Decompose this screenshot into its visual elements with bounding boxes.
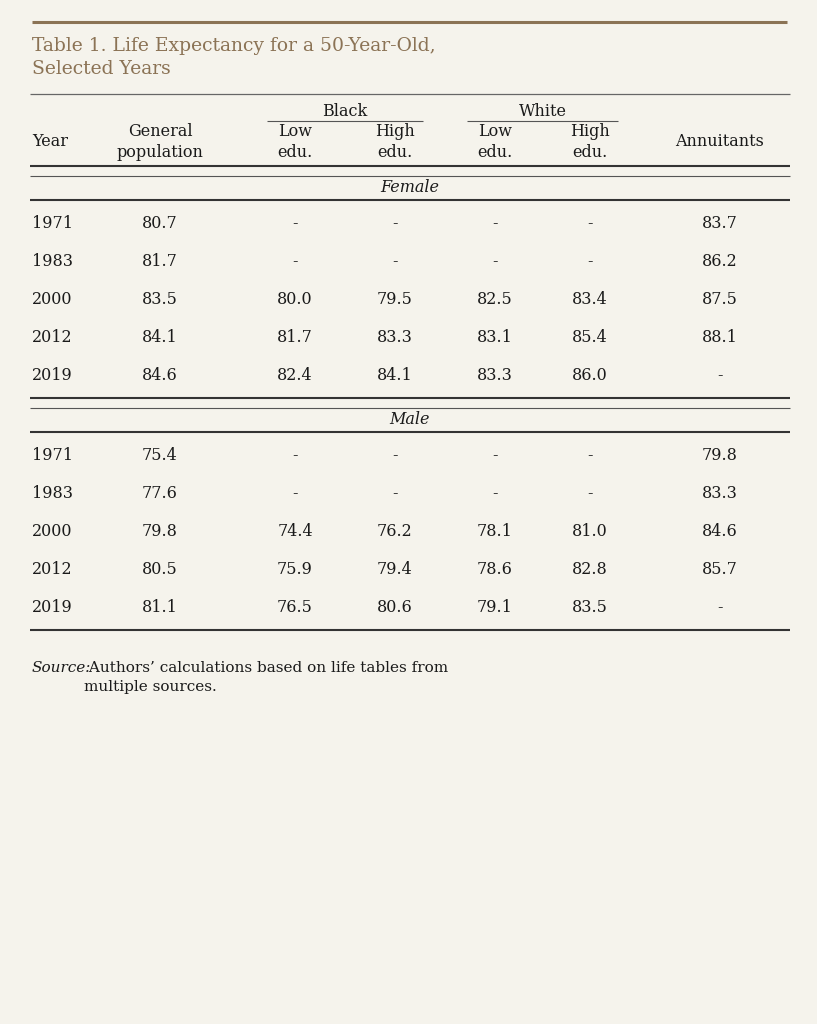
Text: 84.1: 84.1 [377,368,413,384]
Text: -: - [587,254,593,270]
Text: 85.4: 85.4 [572,330,608,346]
Text: 79.8: 79.8 [142,523,178,541]
Text: 84.6: 84.6 [142,368,178,384]
Text: Female: Female [380,179,439,197]
Text: 1971: 1971 [32,215,73,232]
Text: 86.2: 86.2 [702,254,738,270]
Text: White: White [519,102,566,120]
Text: 76.5: 76.5 [277,599,313,616]
Text: 76.2: 76.2 [377,523,413,541]
Text: -: - [292,447,297,465]
Text: 78.6: 78.6 [477,561,513,579]
Text: -: - [493,215,498,232]
Text: 81.0: 81.0 [572,523,608,541]
Text: Annuitants: Annuitants [676,133,765,151]
Text: 86.0: 86.0 [572,368,608,384]
Text: 79.4: 79.4 [377,561,413,579]
Text: 2000: 2000 [32,523,73,541]
Text: -: - [392,447,398,465]
Text: 83.5: 83.5 [142,292,178,308]
Text: 83.3: 83.3 [702,485,738,503]
Text: 80.0: 80.0 [277,292,313,308]
Text: 83.5: 83.5 [572,599,608,616]
Text: -: - [587,215,593,232]
Text: 2019: 2019 [32,368,73,384]
Text: -: - [717,599,723,616]
Text: 2019: 2019 [32,599,73,616]
Text: 1983: 1983 [32,254,73,270]
Text: 2012: 2012 [32,561,73,579]
Text: 1971: 1971 [32,447,73,465]
Text: 79.8: 79.8 [702,447,738,465]
Text: 84.6: 84.6 [702,523,738,541]
Text: -: - [493,485,498,503]
Text: 1983: 1983 [32,485,73,503]
Text: -: - [392,215,398,232]
Text: 79.1: 79.1 [477,599,513,616]
Text: Low
edu.: Low edu. [278,123,313,161]
Text: 2012: 2012 [32,330,73,346]
Text: -: - [292,215,297,232]
Text: -: - [587,447,593,465]
Text: General
population: General population [117,123,203,161]
Text: Year: Year [32,133,68,151]
Text: Selected Years: Selected Years [32,60,171,78]
Text: 83.4: 83.4 [572,292,608,308]
Text: 78.1: 78.1 [477,523,513,541]
Text: -: - [292,254,297,270]
Text: -: - [392,254,398,270]
Text: -: - [392,485,398,503]
Text: Male: Male [389,412,430,428]
Text: 79.5: 79.5 [377,292,413,308]
Text: 83.3: 83.3 [377,330,413,346]
Text: Black: Black [323,102,368,120]
Text: Table 1. Life Expectancy for a 50-Year-Old,: Table 1. Life Expectancy for a 50-Year-O… [32,37,435,55]
Text: 80.5: 80.5 [142,561,178,579]
Text: 74.4: 74.4 [277,523,313,541]
Text: 82.5: 82.5 [477,292,513,308]
Text: -: - [717,368,723,384]
Text: 87.5: 87.5 [702,292,738,308]
Text: 85.7: 85.7 [702,561,738,579]
Text: 82.8: 82.8 [572,561,608,579]
Text: 81.1: 81.1 [142,599,178,616]
Text: 83.1: 83.1 [477,330,513,346]
Text: -: - [292,485,297,503]
Text: 80.7: 80.7 [142,215,178,232]
Text: 83.7: 83.7 [702,215,738,232]
Text: -: - [587,485,593,503]
Text: Authors’ calculations based on life tables from
multiple sources.: Authors’ calculations based on life tabl… [84,662,449,694]
Text: High
edu.: High edu. [375,123,415,161]
Text: 75.9: 75.9 [277,561,313,579]
Text: 81.7: 81.7 [277,330,313,346]
Text: 80.6: 80.6 [377,599,413,616]
Text: 75.4: 75.4 [142,447,178,465]
Text: 77.6: 77.6 [142,485,178,503]
Text: 2000: 2000 [32,292,73,308]
Text: Low
edu.: Low edu. [477,123,512,161]
Text: -: - [493,254,498,270]
Text: 84.1: 84.1 [142,330,178,346]
Text: Source:: Source: [32,662,92,675]
Text: 82.4: 82.4 [277,368,313,384]
Text: 88.1: 88.1 [702,330,738,346]
Text: High
edu.: High edu. [570,123,609,161]
Text: 83.3: 83.3 [477,368,513,384]
Text: -: - [493,447,498,465]
Text: 81.7: 81.7 [142,254,178,270]
